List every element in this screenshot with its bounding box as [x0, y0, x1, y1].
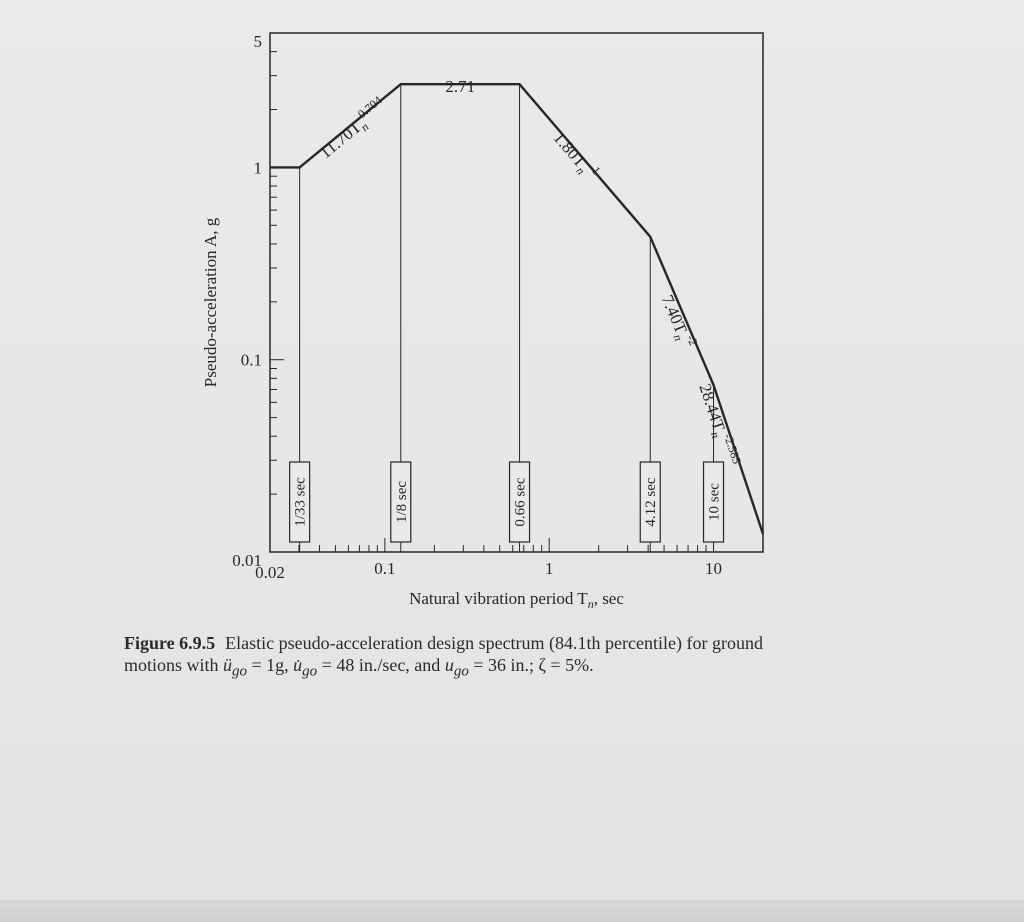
segment-label-sup: -2.585	[721, 432, 744, 466]
segment-label-main: 7.40T	[658, 292, 691, 337]
caption-line-2: motions with ügo = 1g, u̇go = 48 in./sec…	[124, 654, 884, 683]
corner-period-label: 1/33 sec	[293, 477, 309, 527]
figure-number: Figure 6.9.5	[124, 633, 216, 653]
page-edge-shadow	[0, 900, 1024, 922]
segment-label: 11.70Tn0.704	[313, 93, 392, 165]
y-axis-label: Pseudo-acceleration A, g	[201, 217, 220, 387]
segment-label-main: 2.71	[445, 77, 475, 96]
ground-velocity-sub: go	[302, 663, 318, 680]
y-tick-label: 1	[254, 158, 263, 177]
segment-label: 2.71	[445, 77, 475, 96]
x-axis-label: Natural vibration period Tn, sec	[409, 589, 624, 611]
segment-label-sup: 0.704	[355, 93, 385, 121]
x-axis-label-sub: n	[588, 597, 594, 611]
corner-period-box	[390, 461, 412, 543]
caption-text-2d: = 36 in.; ζ = 5%.	[468, 655, 594, 675]
caption-text-2c: = 48 in./sec, and	[317, 655, 445, 675]
segment-label-sub: n	[708, 430, 723, 440]
caption-line-1: Figure 6.9.5 Elastic pseudo-acceleration …	[124, 632, 884, 654]
ground-disp-symbol: u	[444, 655, 454, 675]
x-tick-label: 0.02	[255, 563, 285, 582]
corner-period-label: 0.66 sec	[513, 477, 529, 526]
segment-label-sup: -2	[684, 333, 701, 348]
corner-period-label: 10 sec	[707, 483, 723, 521]
y-tick-label: 0.1	[241, 351, 262, 370]
caption-text-1: Elastic pseudo-acceleration design spect…	[225, 633, 763, 653]
ground-accel-sub: go	[232, 663, 248, 680]
ground-accel-symbol: ü	[223, 655, 233, 675]
y-tick-label: 5	[254, 32, 263, 51]
ground-disp-sub: go	[453, 663, 469, 680]
ground-velocity-symbol: u̇	[293, 655, 303, 675]
corner-period-label: 4.12 sec	[643, 477, 659, 526]
x-tick-label: 0.1	[374, 559, 395, 578]
caption-text-2b: = 1g,	[247, 655, 294, 675]
segment-label: 28.44Tn-2.585	[693, 380, 745, 469]
segment-label-sub: n	[670, 332, 685, 343]
y-tick-label: 0.01	[232, 551, 262, 570]
corner-period-box	[289, 461, 311, 543]
x-axis-label-main: Natural vibration period T	[409, 589, 588, 608]
segment-label-main: 28.44T	[695, 381, 729, 434]
caption-text-2a: motions with	[124, 655, 224, 675]
x-tick-label: 1	[545, 559, 554, 578]
corner-period-box	[508, 461, 531, 543]
segment-label: 7.40Tn-2	[655, 290, 701, 352]
segment-label: 1.80Tn-1	[547, 126, 603, 186]
plot-frame	[269, 32, 764, 553]
figure-caption: Figure 6.9.5 Elastic pseudo-acceleration …	[124, 632, 884, 683]
x-axis-label-suffix: , sec	[594, 589, 625, 608]
corner-period-label: 1/8 sec	[394, 481, 410, 523]
segment-label-sup: -1	[586, 161, 603, 178]
corner-period-box	[639, 461, 661, 543]
spectrum-line	[270, 82, 765, 535]
corner-period-box	[702, 461, 725, 543]
x-tick-label: 10	[705, 559, 722, 578]
